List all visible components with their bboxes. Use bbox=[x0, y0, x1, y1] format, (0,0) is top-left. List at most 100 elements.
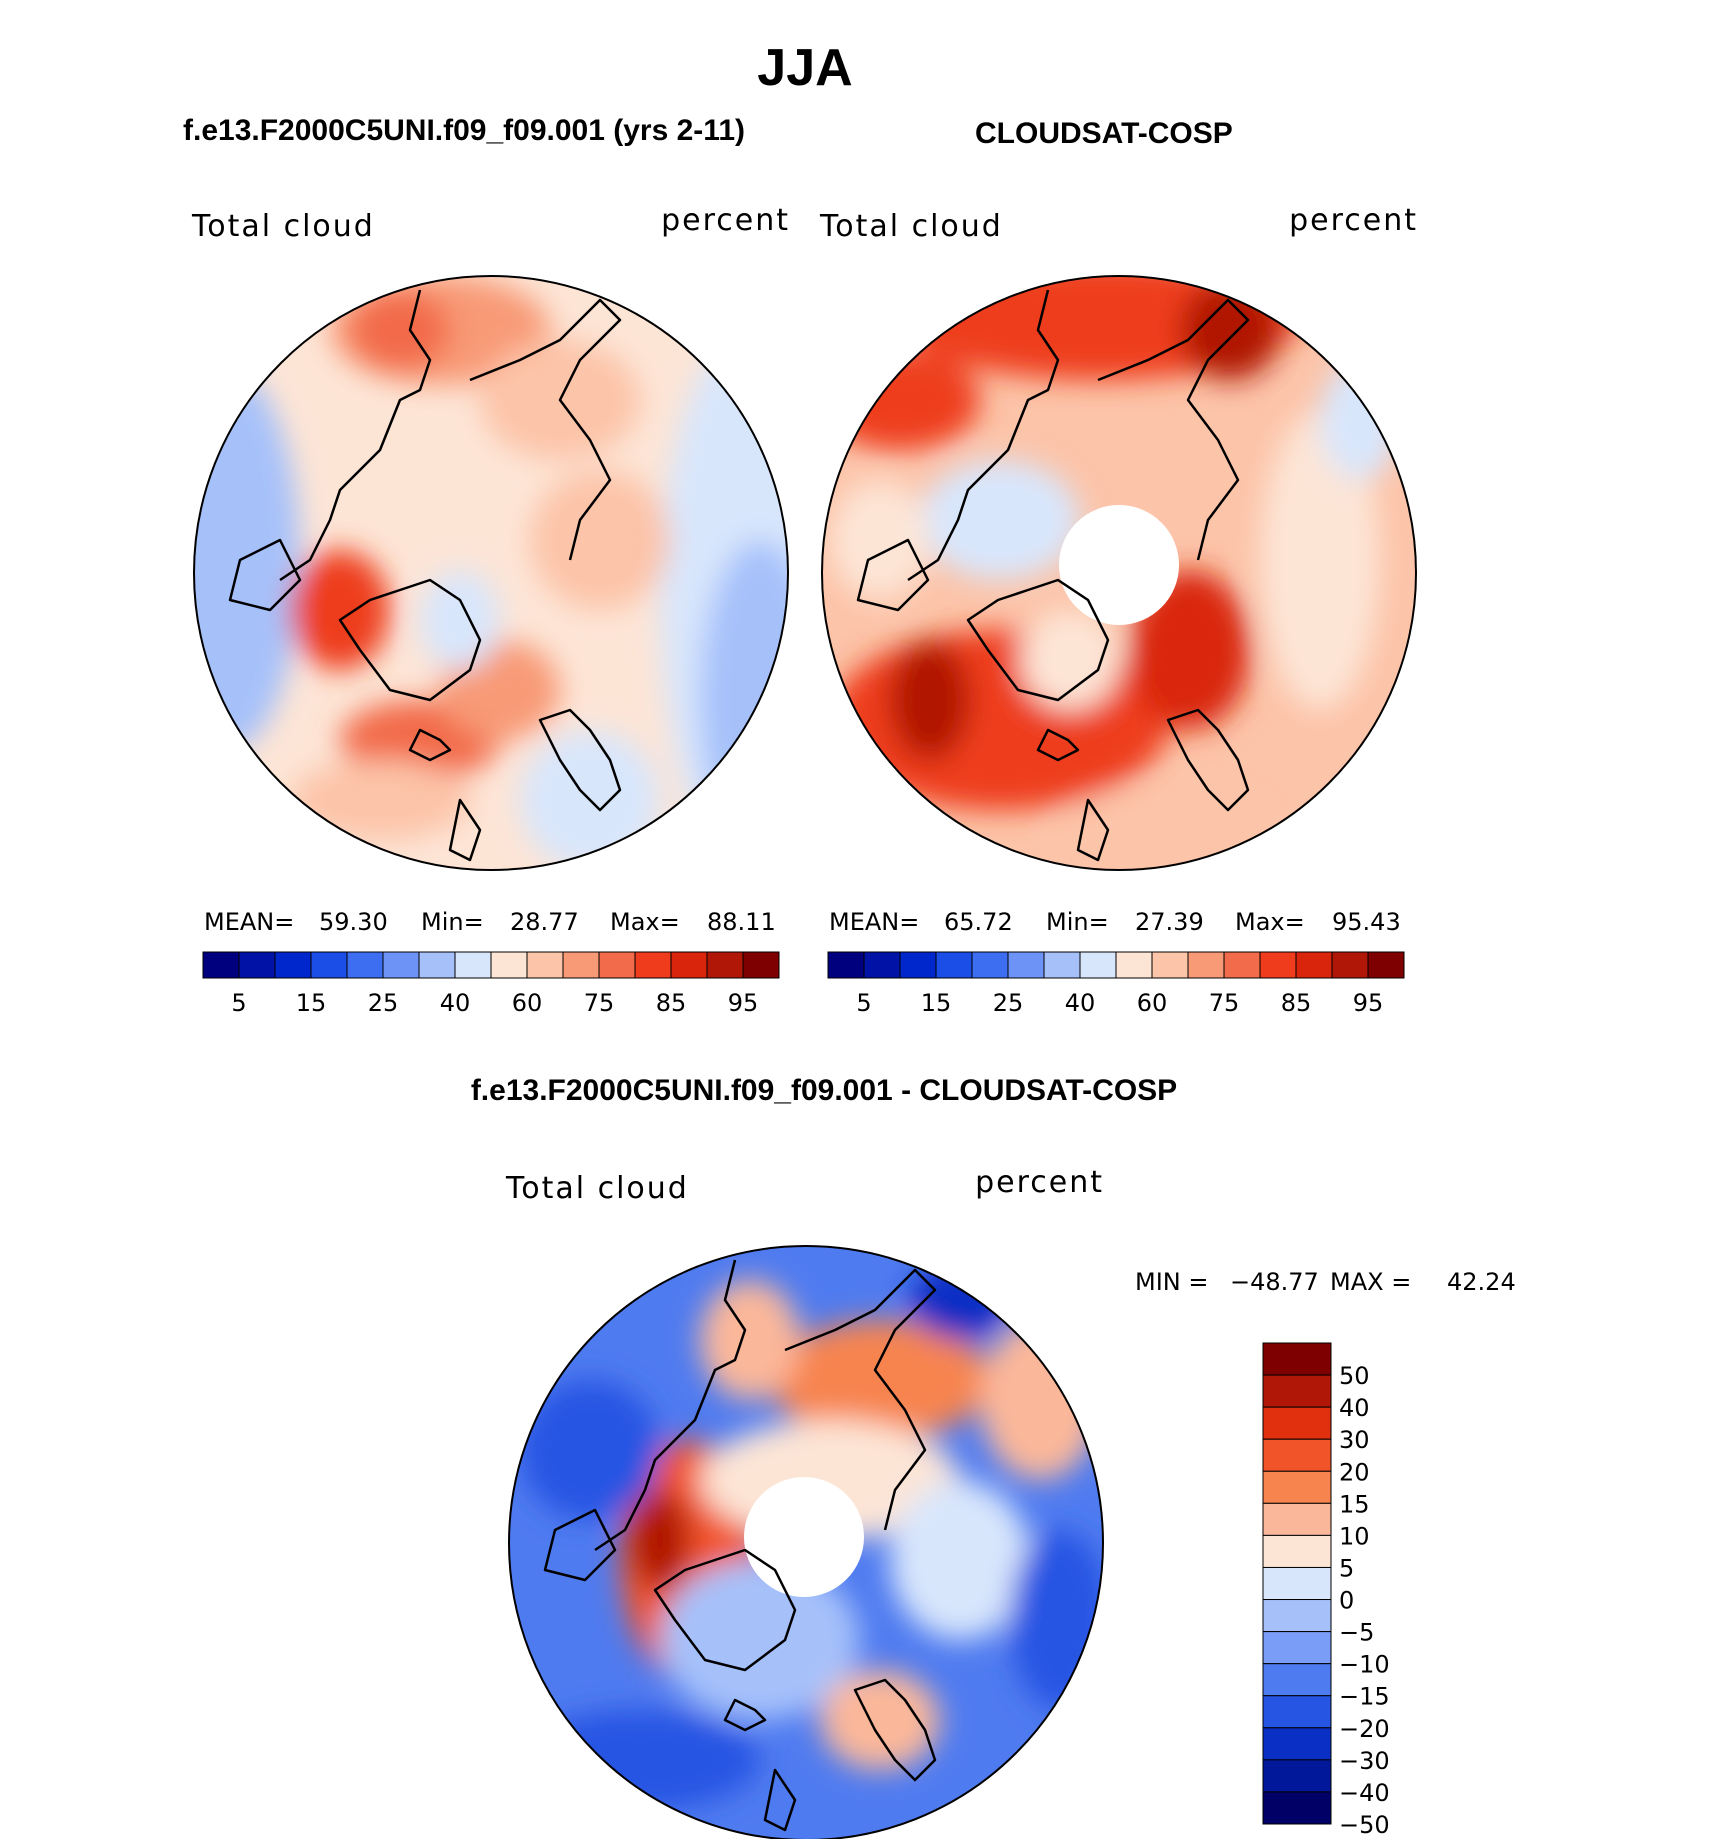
panel-b-polar-hole bbox=[1059, 505, 1179, 625]
panel-a-colorbar-tick-label: 60 bbox=[512, 989, 543, 1017]
panel-c-cell bbox=[890, 1480, 1030, 1640]
panel-c-max-value: 42.24 bbox=[1447, 1268, 1516, 1296]
panel-a-title: f.e13.F2000C5UNI.f09_f09.001 (yrs 2-11) bbox=[183, 114, 745, 147]
panel-a-colorbar-swatch bbox=[490, 951, 528, 979]
panel-a-cell bbox=[290, 550, 390, 670]
panel-b-cell bbox=[822, 350, 980, 450]
panel-a-cell bbox=[290, 760, 470, 840]
panel-a-variable-label: Total cloud bbox=[191, 209, 375, 244]
panel-b-colorbar-swatch bbox=[935, 951, 973, 979]
panel-b-colorbar-tick-label: 15 bbox=[921, 989, 952, 1017]
panel-b-min-label: Min= bbox=[1046, 908, 1109, 936]
panel-c-colorbar-swatch bbox=[1262, 1759, 1332, 1793]
panel-c-colorbar-swatch bbox=[1262, 1599, 1332, 1633]
panel-b-cell bbox=[920, 460, 1080, 580]
panel-a-stats: MEAN= 59.30 Min= 28.77 Max= 88.11 bbox=[204, 908, 776, 936]
panel-c-colorbar-tick-label: 40 bbox=[1339, 1394, 1370, 1422]
panel-b-colorbar-swatch bbox=[1043, 951, 1081, 979]
panel-b-cell bbox=[1020, 610, 1120, 710]
panel-a-colorbar-swatch bbox=[598, 951, 636, 979]
panel-a-coastlines bbox=[228, 289, 622, 862]
panel-a-max-label: Max= bbox=[610, 908, 680, 936]
panel-a-colorbar-tick-label: 25 bbox=[368, 989, 399, 1017]
panel-b-colorbar-swatch bbox=[1115, 951, 1153, 979]
panel-c-colorbar-tick-label: 5 bbox=[1339, 1554, 1354, 1582]
panel-c-min-value: −48.77 bbox=[1230, 1268, 1319, 1296]
panel-c-colorbar-tick-label: 50 bbox=[1339, 1362, 1370, 1390]
panel-c-colorbar-swatch bbox=[1262, 1727, 1332, 1761]
panel-c-cell bbox=[770, 1320, 990, 1440]
panel-a-max-value: 88.11 bbox=[707, 908, 776, 936]
panel-c-colorbar-swatch bbox=[1262, 1470, 1332, 1504]
panel-c-cell bbox=[520, 1710, 760, 1810]
panel-c-cell bbox=[1010, 1530, 1103, 1710]
panel-c-cell bbox=[520, 1380, 660, 1520]
panel-c-colorbar-swatch bbox=[1262, 1502, 1332, 1536]
panel-c-colorbar-tick-label: 10 bbox=[1339, 1522, 1370, 1550]
panel-c-cell bbox=[820, 1670, 940, 1770]
panel-b-cell bbox=[890, 640, 970, 760]
panel-b-colorbar-tick-label: 40 bbox=[1065, 989, 1096, 1017]
panel-c-colorbar-tick-label: −15 bbox=[1339, 1683, 1390, 1711]
panel-a-cell bbox=[350, 290, 450, 370]
panel-b-title: CLOUDSAT-COSP bbox=[975, 117, 1233, 150]
panel-a-colorbar-swatch bbox=[706, 951, 744, 979]
panel-c-cell bbox=[700, 1280, 800, 1400]
panel-b-colorbar-swatch bbox=[1079, 951, 1117, 979]
panel-b-colorbar-swatch bbox=[1007, 951, 1045, 979]
panel-b-max-label: Max= bbox=[1235, 908, 1305, 936]
panel-b-cell bbox=[1320, 360, 1400, 480]
panel-b-colorbar-swatch bbox=[1259, 951, 1297, 979]
panel-c-colorbar-tick-label: 15 bbox=[1339, 1490, 1370, 1518]
panel-b-min-value: 27.39 bbox=[1135, 908, 1204, 936]
panel-a-min-label: Min= bbox=[421, 908, 484, 936]
panel-b-colorbar-swatch bbox=[1151, 951, 1189, 979]
panel-b-colorbar-swatch bbox=[1223, 951, 1261, 979]
panel-b-colorbar-swatch bbox=[1187, 951, 1225, 979]
panel-c: Total cloud percent bbox=[505, 1165, 1516, 1839]
panel-a-min-value: 28.77 bbox=[510, 908, 579, 936]
panel-c-colorbar-swatch bbox=[1262, 1631, 1332, 1665]
panel-c-cell bbox=[660, 1560, 860, 1720]
panel-c-colorbar-swatch bbox=[1262, 1342, 1332, 1376]
panel-c-colorbar-swatch bbox=[1262, 1791, 1332, 1825]
panel-c-min-label: MIN = bbox=[1135, 1268, 1208, 1296]
panel-c-colorbar-swatch bbox=[1262, 1374, 1332, 1408]
panel-c-cell bbox=[980, 1320, 1100, 1480]
panel-c-colorbar-tick-label: −40 bbox=[1339, 1779, 1390, 1807]
panel-a-colorbar-swatch bbox=[526, 951, 564, 979]
panel-c-colorbar-tick-label: −10 bbox=[1339, 1651, 1390, 1679]
panel-c-variable-label: Total cloud bbox=[505, 1171, 689, 1206]
panel-c-units-label: percent bbox=[975, 1165, 1104, 1200]
panel-b-mean-label: MEAN= bbox=[829, 908, 919, 936]
panel-b-colorbar-swatch bbox=[863, 951, 901, 979]
panel-b-mean-value: 65.72 bbox=[944, 908, 1013, 936]
panel-c-colorbar-tick-label: 0 bbox=[1339, 1587, 1354, 1615]
panel-a-mean-label: MEAN= bbox=[204, 908, 294, 936]
panel-a-colorbar-swatch bbox=[670, 951, 708, 979]
panel-c-colorbar-tick-label: 20 bbox=[1339, 1458, 1370, 1486]
panel-b-colorbar-tick-label: 75 bbox=[1209, 989, 1240, 1017]
panel-a-colorbar-swatch bbox=[202, 951, 240, 979]
panel-b-cell bbox=[1060, 790, 1260, 870]
panel-a-colorbar-swatch bbox=[274, 951, 312, 979]
panel-a-colorbar-tick-label: 95 bbox=[728, 989, 759, 1017]
panel-a-colorbar-tick-label: 15 bbox=[296, 989, 327, 1017]
panel-b-colorbar-swatch bbox=[1331, 951, 1369, 979]
panel-b-map-boundary bbox=[821, 275, 1417, 871]
panel-b-colorbar-swatch bbox=[1295, 951, 1333, 979]
panel-b-coastlines bbox=[856, 289, 1250, 862]
panel-b-colorbar-tick-label: 25 bbox=[993, 989, 1024, 1017]
panel-a-colorbar-swatch bbox=[742, 951, 780, 979]
panel-c-colorbar-tick-label: −20 bbox=[1339, 1715, 1390, 1743]
panel-c-colorbar-swatch bbox=[1262, 1406, 1332, 1440]
panel-a-colorbar-swatch bbox=[634, 951, 672, 979]
panel-c-colorbar-tick-label: 30 bbox=[1339, 1426, 1370, 1454]
panel-b-colorbar-swatch bbox=[827, 951, 865, 979]
panel-b-colorbar-tick-label: 95 bbox=[1353, 989, 1384, 1017]
panel-b-colorbar-tick-label: 85 bbox=[1281, 989, 1312, 1017]
panel-b-colorbar-swatch bbox=[971, 951, 1009, 979]
panel-c-stats: MIN = −48.77 MAX = 42.24 bbox=[1135, 1268, 1516, 1296]
